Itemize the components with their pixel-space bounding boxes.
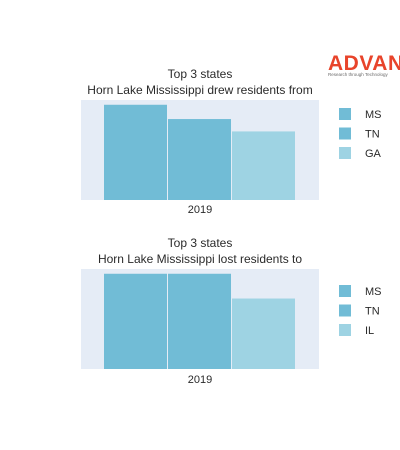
logo-tagline: Research through Technology <box>328 72 388 77</box>
chart-2-legend-swatch-tn[interactable] <box>339 304 351 317</box>
chart-1-legend: MS TN GA <box>339 108 382 160</box>
chart-2-x-tick-label: 2019 <box>188 374 212 386</box>
chart-1-title-line-1: Top 3 states <box>168 67 233 81</box>
chart-2-legend-label-tn[interactable]: TN <box>365 306 380 318</box>
chart-2: Top 3 states Horn Lake Mississippi lost … <box>81 236 382 386</box>
chart-1-legend-label-tn[interactable]: TN <box>365 129 380 141</box>
chart-1-legend-label-ms[interactable]: MS <box>365 109 382 121</box>
chart-1-bars <box>104 104 295 200</box>
chart-2-title-line-1: Top 3 states <box>168 236 233 250</box>
logo-word: ADVAN <box>328 52 400 75</box>
chart-2-legend-label-il[interactable]: IL <box>365 325 374 337</box>
chart-2-bar-il <box>232 298 295 369</box>
chart-2-legend-swatch-ms[interactable] <box>339 285 351 297</box>
chart-2-title-line-2: Horn Lake Mississippi lost residents to <box>98 252 302 266</box>
chart-2-legend: MS TN IL <box>339 285 382 337</box>
chart-2-legend-label-ms[interactable]: MS <box>365 286 382 298</box>
chart-2-legend-swatch-il[interactable] <box>339 324 351 336</box>
advan-logo: ADVAN Research through Technology <box>328 52 400 77</box>
chart-2-bars <box>104 273 295 369</box>
chart-1-bar-ms <box>104 104 167 200</box>
chart-1: Top 3 states Horn Lake Mississippi drew … <box>81 67 382 216</box>
chart-1-bar-ga <box>232 131 295 200</box>
chart-1-legend-swatch-tn[interactable] <box>339 127 351 140</box>
chart-1-legend-swatch-ms[interactable] <box>339 108 351 120</box>
chart-2-bar-tn <box>168 273 231 369</box>
chart-2-bar-ms <box>104 273 167 369</box>
chart-1-legend-swatch-ga[interactable] <box>339 147 351 159</box>
chart-1-x-tick-label: 2019 <box>188 204 212 216</box>
chart-1-bar-tn <box>168 119 231 200</box>
chart-1-title-line-2: Horn Lake Mississippi drew residents fro… <box>87 83 312 97</box>
chart-1-legend-label-ga[interactable]: GA <box>365 148 382 160</box>
